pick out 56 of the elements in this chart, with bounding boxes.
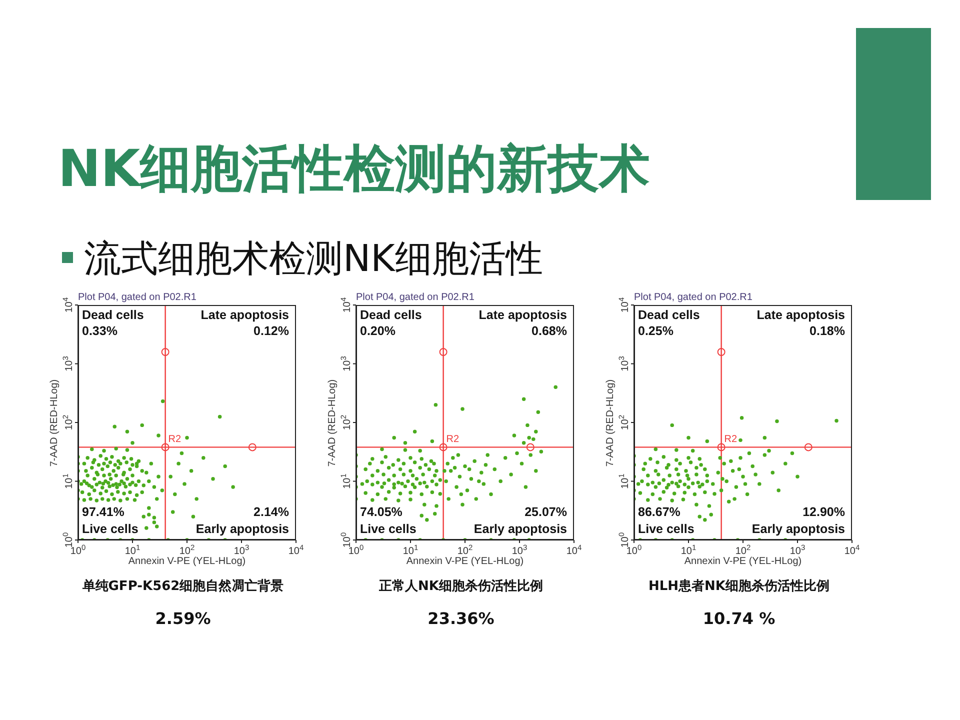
text: 单纯GFP-K562细胞自然凋亡背景 — [82, 578, 284, 596]
x-axis-title: Annexin V-PE (YEL-HLog) — [684, 556, 802, 568]
annotation: 0.25% — [638, 324, 674, 338]
text: 10.74 % — [702, 608, 776, 630]
annotation: Late apoptosis — [200, 308, 289, 322]
x-tick-label: 10$^{1}$ — [402, 542, 418, 557]
x-tick-label: 10$^{2}$ — [179, 542, 195, 557]
x-axis-title: Annexin V-PE (YEL-HLog) — [406, 556, 524, 568]
x-tick-label: 10$^{1}$ — [680, 542, 696, 557]
annotation: Live cells — [360, 522, 416, 536]
annotation: 2.14% — [254, 505, 289, 519]
annotation: 86.67% — [638, 505, 680, 519]
y-axis-title: 7-AAD (RED-HLog) — [605, 378, 617, 466]
annotation: 12.90% — [802, 505, 845, 519]
annotation: Live cells — [82, 522, 138, 536]
text: 2.59% — [155, 608, 211, 630]
x-tick-label: 10$^{4}$ — [288, 542, 304, 557]
annotation: R2 — [446, 434, 460, 446]
annotation: 25.07% — [524, 505, 567, 519]
text: 正常人NK细胞杀伤活性比例 — [379, 578, 543, 596]
annotation: 97.41% — [82, 505, 124, 519]
x-axis-title: Annexin V-PE (YEL-HLog) — [128, 556, 246, 568]
annotation: 0.68% — [532, 324, 567, 338]
annotation: Early apoptosis — [752, 522, 845, 536]
text: HLH患者NK细胞杀伤活性比例 — [648, 578, 830, 596]
annotation: 0.33% — [82, 324, 118, 338]
annotation: Dead cells — [360, 308, 422, 322]
annotation: 0.20% — [360, 324, 396, 338]
annotation: 0.18% — [810, 324, 845, 338]
chart-title: Plot P04, gated on P02.R1 — [356, 292, 474, 304]
y-axis-title: 7-AAD (RED-HLog) — [49, 378, 61, 466]
x-tick-label: 10$^{3}$ — [512, 542, 528, 557]
x-tick-label: 10$^{4}$ — [566, 542, 582, 557]
annotation: R2 — [724, 434, 738, 446]
chart-title: Plot P04, gated on P02.R1 — [78, 292, 196, 304]
annotation: R2 — [168, 434, 182, 446]
x-tick-label: 10$^{1}$ — [124, 542, 140, 557]
text: 流式细胞术检测NK细胞活性 — [84, 236, 543, 282]
annotation: Late apoptosis — [478, 308, 567, 322]
annotation: Late apoptosis — [756, 308, 845, 322]
text: 23.36% — [428, 608, 494, 630]
annotation: Early apoptosis — [196, 522, 289, 536]
annotation: 74.05% — [360, 505, 402, 519]
x-tick-label: 10$^{3}$ — [234, 542, 250, 557]
x-tick-label: 10$^{3}$ — [790, 542, 806, 557]
x-tick-label: 10$^{4}$ — [844, 542, 860, 557]
chart-title: Plot P04, gated on P02.R1 — [634, 292, 752, 304]
annotation: Live cells — [638, 522, 694, 536]
annotation: Early apoptosis — [474, 522, 567, 536]
annotation: Dead cells — [82, 308, 144, 322]
annotation: Dead cells — [638, 308, 700, 322]
annotation: 0.12% — [254, 324, 289, 338]
y-axis-title: 7-AAD (RED-HLog) — [327, 378, 339, 466]
text: NK细胞活性检测的新技术 — [58, 140, 650, 200]
x-tick-label: 10$^{2}$ — [457, 542, 473, 557]
x-tick-label: 10$^{2}$ — [735, 542, 751, 557]
